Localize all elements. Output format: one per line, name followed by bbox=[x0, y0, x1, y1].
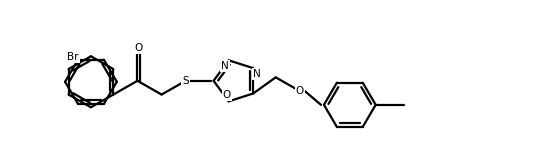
Text: O: O bbox=[134, 43, 143, 53]
Text: Br: Br bbox=[68, 52, 79, 62]
Text: O: O bbox=[223, 91, 231, 100]
Text: S: S bbox=[182, 76, 189, 86]
Text: O: O bbox=[296, 86, 304, 96]
Text: N: N bbox=[221, 61, 229, 71]
Text: N: N bbox=[253, 69, 261, 79]
